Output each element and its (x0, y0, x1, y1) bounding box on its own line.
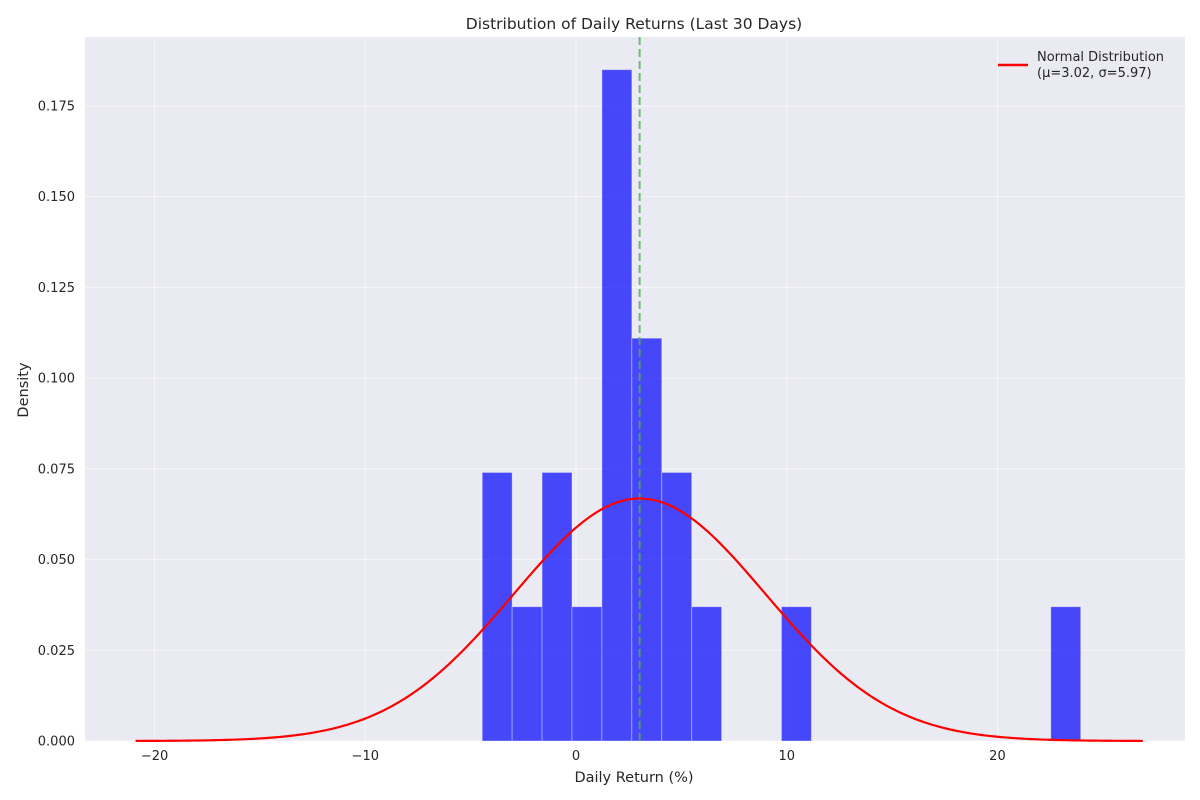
x-tick-label-0: −20 (141, 749, 168, 764)
x-tick-label-1: −10 (352, 749, 379, 764)
y-tick-label-7: 0.175 (38, 99, 75, 114)
y-tick-label-3: 0.075 (38, 462, 75, 477)
bars-layer (481, 69, 1082, 742)
normal-distribution-curve (135, 497, 1143, 743)
x-tick-label-2: 0 (572, 749, 580, 764)
chart-title: Distribution of Daily Returns (Last 30 D… (466, 15, 802, 33)
legend-label-line2: (μ=3.02, σ=5.97) (1037, 66, 1152, 81)
histogram-bar-3 (571, 606, 603, 742)
histogram-bar-1 (511, 606, 543, 742)
histogram-bar-6 (661, 471, 693, 742)
histogram-bar-0 (481, 471, 513, 742)
y-axis-ticks: 0.000 0.025 0.050 0.075 0.100 0.125 0.150 0.175 (38, 99, 75, 749)
x-tick-label-4: 20 (989, 749, 1006, 764)
histogram-bar-4 (601, 69, 633, 742)
y-tick-label-5: 0.125 (38, 281, 75, 296)
histogram-bar-9 (1050, 606, 1082, 742)
histogram-bar-7 (691, 606, 723, 742)
histogram-bar-2 (541, 471, 573, 742)
histogram-bar-8 (780, 606, 812, 742)
x-axis-ticks: −20 −10 0 10 20 (141, 749, 1006, 764)
y-tick-label-1: 0.025 (38, 644, 75, 659)
legend: Normal Distribution (μ=3.02, σ=5.97) (998, 50, 1164, 81)
y-tick-label-2: 0.050 (38, 553, 75, 568)
normal-curve-layer (135, 497, 1143, 743)
legend-label-line1: Normal Distribution (1037, 50, 1164, 65)
y-tick-label-6: 0.150 (38, 190, 75, 205)
histogram-bar-5 (631, 337, 663, 742)
y-axis-label: Density (16, 362, 32, 418)
y-tick-label-4: 0.100 (38, 372, 75, 387)
x-tick-label-3: 10 (778, 749, 795, 764)
y-tick-label-0: 0.000 (38, 735, 75, 750)
x-axis-label: Daily Return (%) (574, 770, 693, 786)
